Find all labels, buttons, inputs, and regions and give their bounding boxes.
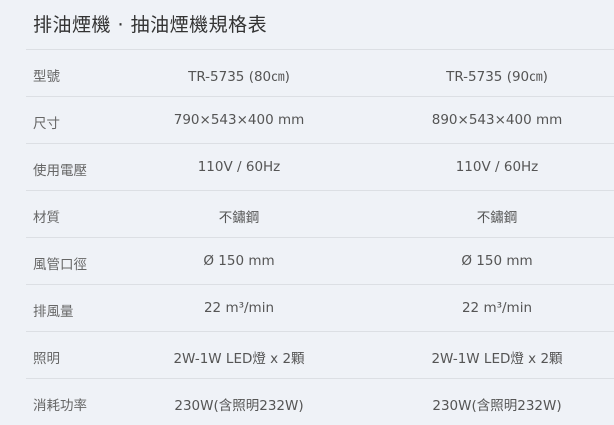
cell-80cm: 790×543×400 mm bbox=[173, 112, 305, 128]
table-row: 材質 不鏽鋼 不鏽鋼 bbox=[26, 190, 614, 237]
cell-90cm: 不鏽鋼 bbox=[476, 210, 518, 226]
row-label: 風管口徑 bbox=[33, 257, 87, 273]
cell-90cm: Ø 150 mm bbox=[461, 253, 533, 269]
row-label: 消耗功率 bbox=[33, 398, 87, 414]
table-row: 消耗功率 230W(含照明232W) 230W(含照明232W) bbox=[26, 378, 614, 425]
cell-80cm: 不鏽鋼 bbox=[218, 210, 260, 226]
table-row: 照明 2W-1W LED燈 x 2顆 2W-1W LED燈 x 2顆 bbox=[26, 331, 614, 378]
table-row: 型號 TR-5735 (80㎝) TR-5735 (90㎝) bbox=[26, 49, 614, 96]
cell-80cm: Ø 150 mm bbox=[203, 253, 275, 269]
cell-80cm: 230W(含照明232W) bbox=[174, 398, 304, 414]
cell-80cm: TR-5735 (80㎝) bbox=[188, 69, 290, 85]
row-label: 型號 bbox=[33, 69, 60, 85]
page-title: 排油煙機 · 抽油煙機規格表 bbox=[33, 14, 268, 36]
row-label: 照明 bbox=[33, 351, 60, 367]
row-label: 使用電壓 bbox=[33, 163, 87, 179]
cell-80cm: 2W-1W LED燈 x 2顆 bbox=[173, 351, 305, 367]
cell-90cm: 890×543×400 mm bbox=[431, 112, 563, 128]
cell-90cm: TR-5735 (90㎝) bbox=[446, 69, 548, 85]
cell-80cm: 110V / 60Hz bbox=[197, 159, 281, 175]
table-row: 尺寸 790×543×400 mm 890×543×400 mm bbox=[26, 96, 614, 143]
cell-90cm: 230W(含照明232W) bbox=[432, 398, 562, 414]
table-row: 排風量 22 m³/min 22 m³/min bbox=[26, 284, 614, 331]
cell-80cm: 22 m³/min bbox=[203, 300, 275, 316]
row-label: 材質 bbox=[33, 210, 60, 226]
spec-table: 型號 TR-5735 (80㎝) TR-5735 (90㎝) 尺寸 790×543×4… bbox=[26, 49, 614, 425]
cell-90cm: 22 m³/min bbox=[461, 300, 533, 316]
row-label: 排風量 bbox=[33, 304, 74, 320]
cell-90cm: 110V / 60Hz bbox=[455, 159, 539, 175]
table-row: 使用電壓 110V / 60Hz 110V / 60Hz bbox=[26, 143, 614, 190]
cell-90cm: 2W-1W LED燈 x 2顆 bbox=[431, 351, 563, 367]
row-label: 尺寸 bbox=[33, 116, 60, 132]
table-row: 風管口徑 Ø 150 mm Ø 150 mm bbox=[26, 237, 614, 284]
